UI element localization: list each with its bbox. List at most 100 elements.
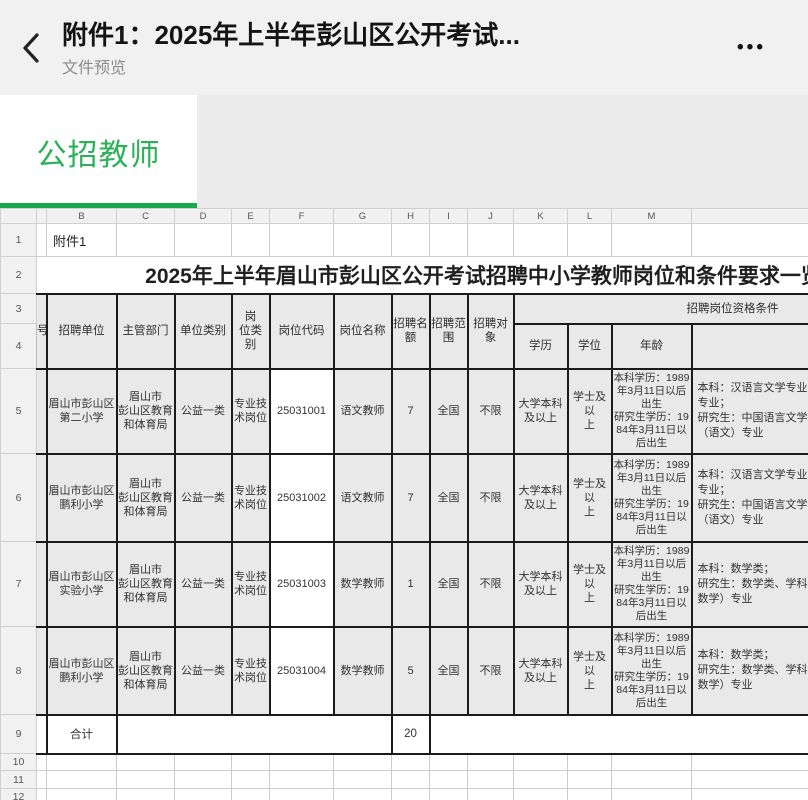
- cell-degree: 学士及以 上: [566, 452, 613, 543]
- empty-cell: [269, 753, 334, 771]
- empty-cell: [391, 753, 430, 771]
- cell-major: 本科：汉语言文学专业、汉语言 专业； 研究生：中国语言文学类、教学 （语文）专业: [690, 452, 808, 543]
- header-post-name: 岗位名称: [332, 292, 393, 370]
- back-chevron-icon: [23, 32, 39, 63]
- cell-unit-type: 公益一类: [173, 625, 233, 716]
- cell-unit: 眉山市彭山区 鹏利小学: [45, 452, 118, 543]
- empty-cell: [429, 753, 468, 771]
- cell-degree: 学士及以 上: [566, 625, 613, 716]
- row-number: 9: [0, 714, 37, 754]
- empty-cell: [611, 788, 692, 800]
- empty-merged-cell: [428, 713, 808, 755]
- empty-cell: [611, 770, 692, 789]
- empty-cell: [691, 223, 808, 257]
- row-number: 2: [0, 256, 37, 294]
- cell-major: 本科：数学类； 研究生：数学类、学科教学（ 数学）专业: [690, 625, 808, 716]
- cell-post-type: 专业技 术岗位: [230, 625, 271, 716]
- empty-cell: [116, 223, 175, 257]
- empty-row: 10: [0, 753, 808, 771]
- empty-cell: [567, 753, 612, 771]
- cell-education: 大学本科 及以上: [512, 625, 569, 716]
- header-age: 年龄: [610, 322, 693, 370]
- cell-unit-type: 公益一类: [173, 452, 233, 543]
- cell-quota: 7: [390, 367, 431, 455]
- cell-education: 大学本科 及以上: [512, 367, 569, 455]
- col-a-sliver: [36, 208, 47, 224]
- empty-cell: [269, 770, 334, 789]
- empty-cell: [513, 753, 568, 771]
- cell-post-type: 专业技 术岗位: [230, 367, 271, 455]
- empty-cell: [231, 753, 270, 771]
- cell-scope: 全国: [428, 452, 469, 543]
- empty-cell: [691, 770, 808, 789]
- empty-cell: [46, 788, 117, 800]
- cell-age: 本科学历：1989 年3月11日以后 出生 研究生学历：19 84年3月11日以…: [610, 540, 693, 628]
- col-letter: B: [46, 208, 117, 224]
- empty-cell: [46, 753, 117, 771]
- table-title-cell: 2025年上半年眉山市彭山区公开考试招聘中小学教师岗位和条件要求一览表: [36, 256, 808, 294]
- empty-cell: [231, 770, 270, 789]
- row-1: 1 附件1: [0, 223, 808, 257]
- spreadsheet-viewport[interactable]: B C D E F G H I J K L M N 1 附件1 2 2025年上…: [0, 208, 808, 800]
- empty-cell: [231, 223, 270, 257]
- active-tab-underline: [0, 203, 197, 208]
- data-row: 7 眉山市彭山区 实验小学 眉山市 彭山区教育 和体育局 公益一类 专业技 术岗…: [0, 540, 808, 628]
- summary-label-cell: 合计: [45, 713, 118, 755]
- summary-row: 9 合计 20: [0, 713, 808, 755]
- cell-post-code: 25031001: [268, 367, 335, 455]
- empty-cell: [611, 753, 692, 771]
- empty-cell: [567, 770, 612, 789]
- cell-target: 不限: [466, 625, 515, 716]
- row-3: 3 号 招聘单位 主管部门 单位类别 岗 位类 别 岗位代码 岗位名称 招聘名 …: [0, 292, 808, 370]
- col-letter: J: [467, 208, 514, 224]
- cell-seq: [36, 540, 48, 628]
- row-2: 2 2025年上半年眉山市彭山区公开考试招聘中小学教师岗位和条件要求一览表: [0, 256, 808, 294]
- data-row: 5 眉山市彭山区 第二小学 眉山市 彭山区教育 和体育局 公益一类 专业技 术岗…: [0, 367, 808, 455]
- cell-target: 不限: [466, 367, 515, 455]
- cell-quota: 1: [390, 540, 431, 628]
- col-letter: M: [611, 208, 692, 224]
- empty-cell: [567, 788, 612, 800]
- col-letter: G: [333, 208, 392, 224]
- sheet-tab-label: 公招教师: [36, 138, 161, 172]
- empty-cell: [611, 223, 692, 257]
- data-row: 6 眉山市彭山区 鹏利小学 眉山市 彭山区教育 和体育局 公益一类 专业技 术岗…: [0, 452, 808, 543]
- empty-cell: [429, 770, 468, 789]
- cell-seq: [36, 625, 48, 716]
- cell-education: 大学本科 及以上: [512, 540, 569, 628]
- empty-cell: [269, 223, 334, 257]
- empty-cell: [513, 788, 568, 800]
- cell-post-name: 语文教师: [332, 452, 393, 543]
- col-letter: H: [391, 208, 430, 224]
- cell-post-code: 25031002: [268, 452, 335, 543]
- sheet-tab-public-teachers[interactable]: 公招教师: [0, 95, 197, 208]
- cell-major: 本科：汉语言文学专业、汉语言 专业； 研究生：中国语言文学类、教学 （语文）专业: [690, 367, 808, 455]
- cell-unit: 眉山市彭山区 鹏利小学: [45, 625, 118, 716]
- back-button[interactable]: [0, 31, 62, 65]
- cell-dept: 眉山市 彭山区教育 和体育局: [115, 452, 176, 543]
- cell-target: 不限: [466, 540, 515, 628]
- cell-seq: [36, 452, 48, 543]
- more-menu-button[interactable]: •••: [737, 37, 766, 58]
- cell-dept: 眉山市 彭山区教育 和体育局: [115, 540, 176, 628]
- header-post-code: 岗位代码: [268, 292, 335, 370]
- cell-quota: 7: [390, 452, 431, 543]
- cell-post-type: 专业技 术岗位: [230, 452, 271, 543]
- cell-post-type: 专业技 术岗位: [230, 540, 271, 628]
- empty-cell: [269, 788, 334, 800]
- cell-age: 本科学历：1989 年3月11日以后 出生 研究生学历：19 84年3月11日以…: [610, 625, 693, 716]
- empty-cell: [333, 770, 392, 789]
- cell-post-name: 语文教师: [332, 367, 393, 455]
- corner-cell: [0, 208, 37, 224]
- col-letter: C: [116, 208, 175, 224]
- header-quota: 招聘名 额: [390, 292, 431, 370]
- row-number: 5: [0, 368, 37, 454]
- cell-unit-type: 公益一类: [173, 367, 233, 455]
- empty-cell: [513, 223, 568, 257]
- row-number: 10: [0, 753, 37, 771]
- empty-cell: [691, 788, 808, 800]
- cell-major: 本科：数学类； 研究生：数学类、学科教学（ 数学）专业: [690, 540, 808, 628]
- file-preview-label: 文件预览: [62, 60, 127, 77]
- empty-cell: [36, 753, 47, 771]
- cell-post-name: 数学教师: [332, 625, 393, 716]
